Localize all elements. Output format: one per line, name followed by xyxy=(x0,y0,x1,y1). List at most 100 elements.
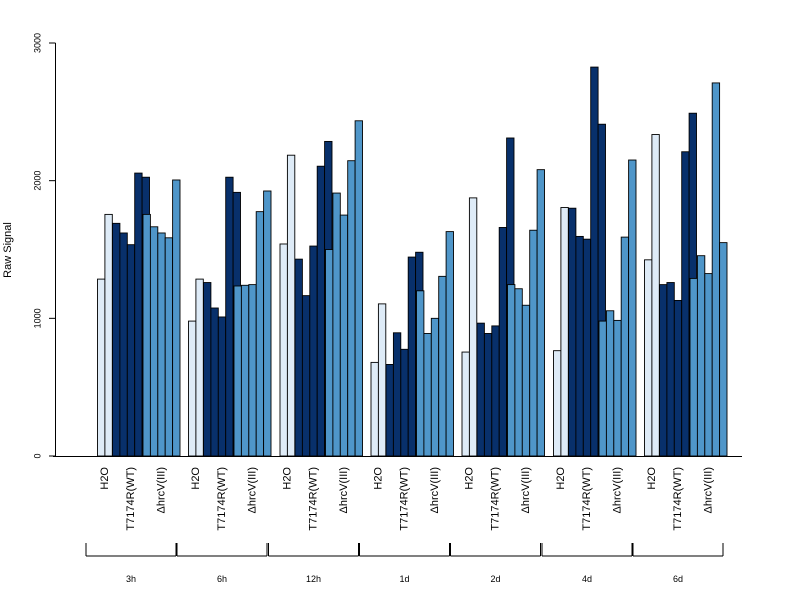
bar-6d-3-4 xyxy=(711,82,721,457)
category-label: T7174R(WT) xyxy=(216,467,228,531)
bar-4d-3-3 xyxy=(613,319,622,457)
category-label: T7174R(WT) xyxy=(581,467,593,531)
bar-3h-1-2 xyxy=(104,213,113,457)
bar-1d-3-1 xyxy=(416,290,425,457)
bar-3h-2-1 xyxy=(112,222,121,457)
bar-1d-3-3 xyxy=(430,317,440,457)
bar-6d-2-3 xyxy=(673,299,683,457)
category-label: H2O xyxy=(281,467,293,490)
bar-2d-2-1 xyxy=(476,322,485,457)
group-label: 2d xyxy=(490,574,500,584)
category-label: H2O xyxy=(372,467,384,490)
bars-layer xyxy=(97,66,728,457)
bar-6h-2-1 xyxy=(203,282,212,457)
bar-6d-2-1 xyxy=(659,284,668,457)
category-label: H2O xyxy=(555,467,567,490)
group-label: 3h xyxy=(126,574,136,584)
bar-6h-1-2 xyxy=(195,278,204,457)
bar-6h-3-4 xyxy=(255,211,265,457)
category-label: ΔhrcV(III) xyxy=(338,467,350,513)
bar-3h-3-5 xyxy=(172,179,181,457)
bar-12h-2-1 xyxy=(294,258,303,457)
group-label: 12h xyxy=(306,574,321,584)
category-label: ΔhrcV(III) xyxy=(520,467,532,513)
bar-12h-3-4 xyxy=(347,160,356,457)
bar-3h-2-4 xyxy=(134,172,143,457)
bar-1d-2-1 xyxy=(385,364,394,457)
group-label: 6d xyxy=(673,574,683,584)
category-label: H2O xyxy=(646,467,658,490)
bar-2d-3-4 xyxy=(529,229,538,457)
bar-1d-1-2 xyxy=(377,303,387,457)
bar-3h-3-4 xyxy=(164,237,174,457)
labels-layer: H2O T7174R(WT) ΔhrcV(III) 3h H2O T7174R(WT) Δh… xyxy=(85,467,724,584)
category-label: T7174R(WT) xyxy=(398,467,410,531)
bar-6h-2-2 xyxy=(210,307,219,457)
bar-4d-2-3 xyxy=(582,238,592,457)
bar-1d-2-4 xyxy=(407,256,417,457)
bar-1d-2-3 xyxy=(400,348,409,457)
bar-2d-3-1 xyxy=(507,284,516,457)
bar-1d-3-4 xyxy=(438,275,447,457)
bar-2d-1-1 xyxy=(461,351,470,457)
bar-2d-3-2 xyxy=(514,288,523,457)
category-label: ΔhrcV(III) xyxy=(246,467,258,513)
category-label: T7174R(WT) xyxy=(307,467,319,531)
category-label: T7174R(WT) xyxy=(125,467,137,531)
bar-6d-1-1 xyxy=(644,259,653,457)
bar-4d-3-1 xyxy=(598,320,607,457)
category-label: ΔhrcV(III) xyxy=(702,467,714,513)
y-tick-label: 2000 xyxy=(32,171,42,191)
bar-6h-3-3 xyxy=(248,284,257,457)
bar-4d-1-1 xyxy=(553,350,562,457)
axes-layer: 0 1000 2000 3000 xyxy=(32,33,742,459)
y-tick-label: 3000 xyxy=(32,33,42,53)
bar-3h-1-1 xyxy=(97,278,106,457)
bar-6h-3-2 xyxy=(240,284,250,457)
bar-2d-3-3 xyxy=(521,304,531,457)
bar-3h-2-2 xyxy=(119,232,128,457)
bar-2d-2-4 xyxy=(498,227,508,457)
category-label: H2O xyxy=(99,467,111,490)
bar-12h-3-5 xyxy=(354,120,363,457)
bar-1d-1-1 xyxy=(370,361,379,457)
category-label: ΔhrcV(III) xyxy=(611,467,623,513)
bar-6h-2-3 xyxy=(217,316,227,457)
bar-6d-2-2 xyxy=(666,282,675,457)
bar-6d-3-5 xyxy=(719,242,728,457)
group-label: 1d xyxy=(399,574,409,584)
bar-3h-3-2 xyxy=(149,226,159,457)
bar-1d-2-2 xyxy=(392,332,402,457)
bar-1d-3-2 xyxy=(423,333,432,457)
bar-12h-1-1 xyxy=(279,243,288,457)
bar-12h-3-3 xyxy=(339,214,349,457)
bar-2d-2-3 xyxy=(491,325,500,457)
bar-4d-3-4 xyxy=(620,236,630,457)
bar-12h-3-1 xyxy=(325,249,334,457)
category-label: H2O xyxy=(190,467,202,490)
bar-12h-2-2 xyxy=(301,295,311,457)
bar-6d-3-3 xyxy=(704,273,713,457)
y-tick-label: 0 xyxy=(32,453,42,458)
category-label: ΔhrcV(III) xyxy=(155,467,167,513)
bar-6d-3-1 xyxy=(689,277,698,457)
group-label: 4d xyxy=(582,574,592,584)
bar-4d-2-2 xyxy=(575,235,584,457)
bar-3h-3-3 xyxy=(157,232,166,457)
bar-12h-2-3 xyxy=(309,245,318,457)
bar-1d-3-5 xyxy=(445,231,454,457)
bar-6d-3-2 xyxy=(696,255,706,457)
y-axis-label: Raw Signal xyxy=(2,222,14,278)
bar-3h-3-1 xyxy=(142,213,151,457)
bar-6d-2-4 xyxy=(681,151,690,457)
bar-2d-3-5 xyxy=(536,169,545,457)
category-label: T7174R(WT) xyxy=(672,467,684,531)
category-label: T7174R(WT) xyxy=(489,467,501,531)
bar-4d-3-2 xyxy=(605,310,615,457)
bar-4d-2-1 xyxy=(568,207,577,457)
bar-6h-3-1 xyxy=(233,285,242,457)
bar-2d-2-2 xyxy=(483,333,493,457)
group-label: 6h xyxy=(217,574,227,584)
category-label: ΔhrcV(III) xyxy=(429,467,441,513)
